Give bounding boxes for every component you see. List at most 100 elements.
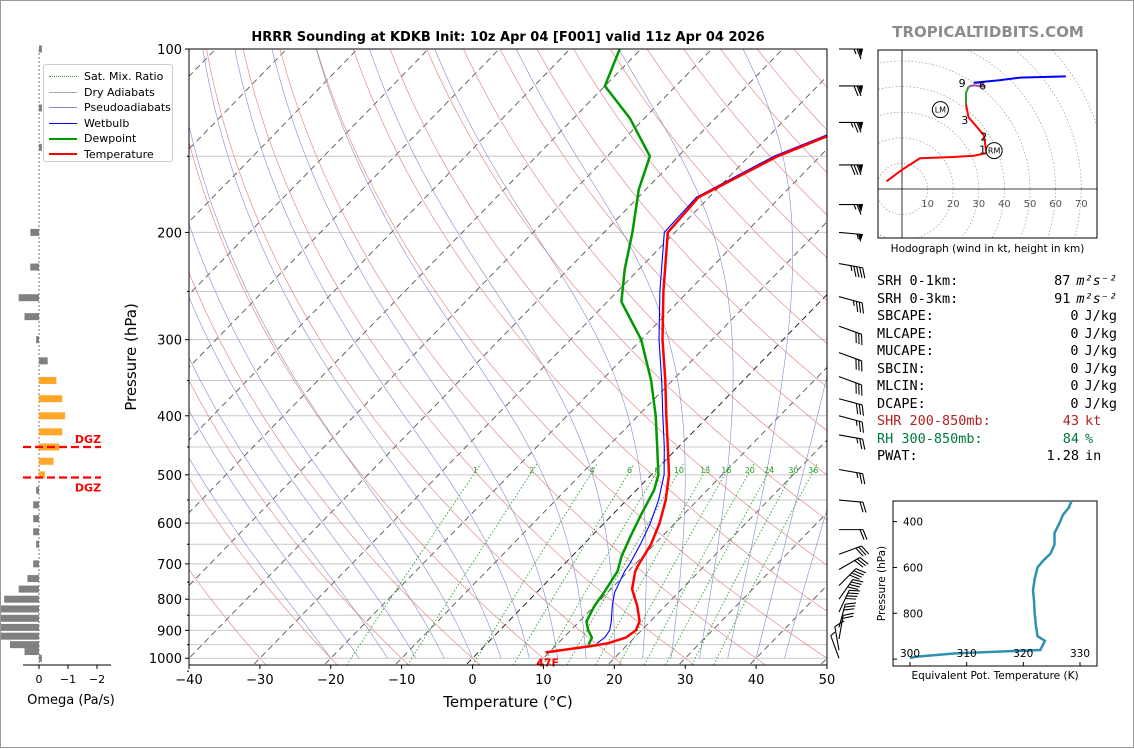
barb-full <box>856 164 862 176</box>
pseudoadiabat-line <box>727 49 793 659</box>
barb-full <box>858 359 860 371</box>
param-unit: in <box>1085 448 1102 464</box>
barb-full <box>861 302 865 314</box>
isotherm-line <box>465 293 827 665</box>
wind-barb <box>838 557 869 570</box>
param-unit: kt <box>1085 413 1102 429</box>
parameter-table: SRH 0-1km: 87 m²s⁻² SRH 0-3km: 91 m²s⁻² SBCAPE… <box>877 273 1117 466</box>
barb-half <box>856 472 859 479</box>
mixing-ratio-line <box>643 463 755 665</box>
x-tick-label: 0 <box>468 673 476 688</box>
barb-full <box>851 572 862 578</box>
hodograph-plot: 10 20 30 40 50 60 70 123 69 LM RM Hodograph (wind i… <box>877 49 1098 255</box>
isotherm-line <box>252 75 827 665</box>
barb-full <box>849 583 860 588</box>
omega-bar <box>24 313 39 321</box>
storm-motion-marker <box>985 142 1003 160</box>
mixing-ratio-label: 10 <box>674 466 684 475</box>
omega-bar <box>10 641 39 649</box>
barb-full <box>856 558 866 567</box>
barb-full <box>858 302 862 313</box>
skew-axes-frame <box>188 48 828 666</box>
param-unit: J/kg <box>1084 360 1117 377</box>
param-row: PWAT: 1.28 in <box>877 448 1117 466</box>
mixing-ratio-label: 6 <box>627 466 632 475</box>
legend-item: Temperature <box>44 147 154 162</box>
param-name: RH 300-850mb: <box>877 430 983 447</box>
param-unit: J/kg <box>1084 308 1117 324</box>
omega-bar <box>36 540 39 548</box>
isotherm-line <box>536 366 827 665</box>
y-axis-label: Pressure (hPa) <box>122 303 140 411</box>
param-row: SRH 0-1km: 87 m²s⁻² <box>877 273 1117 291</box>
wind-barb <box>834 620 845 651</box>
barb-flag <box>858 204 863 213</box>
wind-barb <box>839 164 863 176</box>
hodo-tick-label: 70 <box>1075 199 1088 210</box>
dgz-label: DGZ <box>75 481 101 494</box>
legend-item: Dry Adiabats <box>44 85 155 100</box>
param-row: SHR 200-850mb: 43 kt <box>877 413 1117 431</box>
hodo-height-label: 3 <box>961 114 968 127</box>
chart-legend: Sat. Mix. Ratio Dry Adiabats Pseudoadiabat… <box>43 64 173 162</box>
barb-full <box>861 545 870 555</box>
barb-full <box>843 608 855 611</box>
param-name: SBCAPE: <box>877 308 934 324</box>
hodo-tick-label: 40 <box>998 199 1011 210</box>
param-row: MLCIN: 0 J/kg <box>877 378 1117 396</box>
barb-full <box>859 557 869 565</box>
theta-y-axis-label: Pressure (hPa) <box>876 546 888 621</box>
omega-bar <box>1 623 39 631</box>
barb-full <box>854 560 864 568</box>
theta-x-tick-label: 330 <box>1070 648 1090 660</box>
hodo-tick-label: 50 <box>1024 199 1037 210</box>
legend-label: Dry Adiabats <box>84 85 155 99</box>
hodo-tick-label: 60 <box>1049 199 1062 210</box>
barb-half <box>830 631 836 637</box>
param-row: SRH 0-3km: 91 m²s⁻² <box>877 291 1117 309</box>
wind-barb <box>838 589 860 613</box>
isotherm-line <box>189 49 713 587</box>
dry-adiabat-line <box>189 271 481 665</box>
param-unit: J/kg <box>1084 343 1117 359</box>
pseudoadiabat-line <box>189 409 360 659</box>
barb-half <box>855 420 858 426</box>
wind-barb <box>838 568 867 587</box>
barb-full <box>853 85 859 97</box>
pseudoadiabat-line <box>434 49 647 659</box>
barb-flag <box>858 85 863 94</box>
param-row: SBCIN: 0 J/kg <box>877 361 1117 379</box>
legend-swatch <box>49 122 77 124</box>
barb-full <box>858 383 860 395</box>
param-name: PWAT: <box>877 448 918 464</box>
dry-adiabat-line <box>189 477 338 665</box>
barb-full <box>855 301 859 313</box>
legend-swatch <box>49 153 77 155</box>
barb-half <box>850 122 854 128</box>
param-unit: m²s⁻² <box>1076 290 1117 307</box>
barb-full <box>855 547 864 557</box>
omega-bar <box>39 357 48 365</box>
omega-bar <box>33 501 39 509</box>
storm-motion-label: LM <box>935 106 946 115</box>
isotherm-line <box>189 49 571 441</box>
param-row: RH 300-850mb: 84% <box>877 431 1117 449</box>
hodo-height-label: 2 <box>980 131 987 144</box>
pseudoadiabat-line <box>784 508 827 659</box>
param-value: 43 <box>1062 413 1079 429</box>
barb-staff <box>838 468 863 475</box>
omega-bar <box>4 595 39 603</box>
barb-staff <box>838 376 862 386</box>
wind-barb <box>838 468 866 485</box>
theta-x-tick-label: 310 <box>957 648 977 660</box>
hodo-segment <box>965 104 988 154</box>
barb-staff <box>838 231 863 236</box>
mixing-ratio-line <box>595 463 710 665</box>
wind-barb <box>838 376 863 396</box>
omega-bar <box>1 614 39 622</box>
barb-full <box>834 620 845 628</box>
x-tick-label: 20 <box>606 673 623 688</box>
hodo-inner <box>878 50 1097 238</box>
omega-bar <box>36 336 39 344</box>
